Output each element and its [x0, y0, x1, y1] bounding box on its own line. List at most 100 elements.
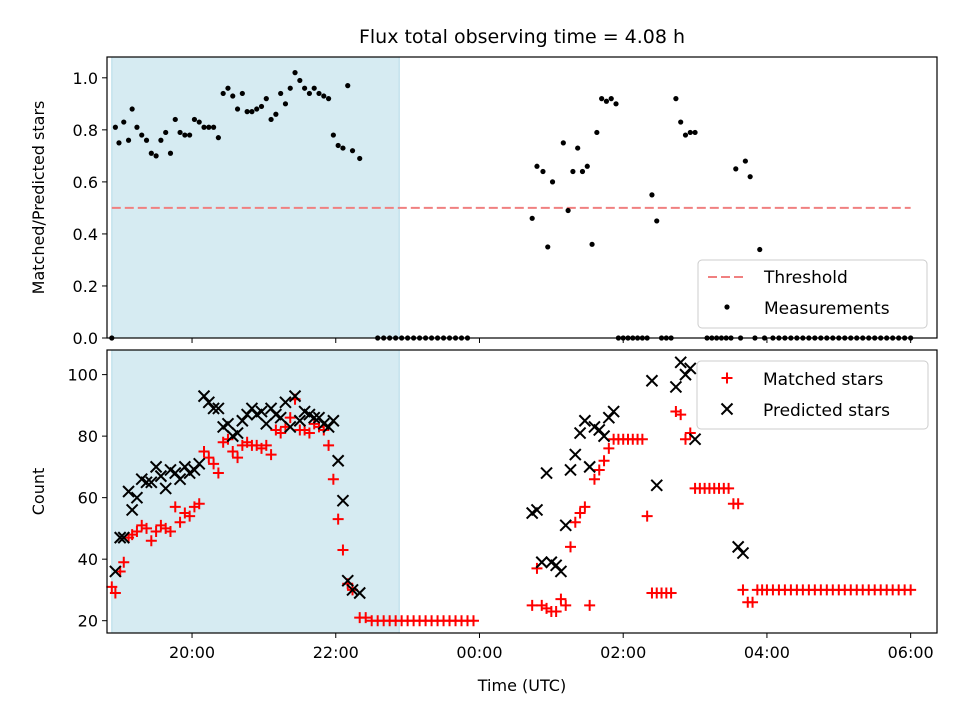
matched-star-point [303, 427, 315, 439]
matched-star-point [526, 599, 538, 611]
measurement-point [345, 83, 351, 89]
y-tick-label: 100 [67, 366, 98, 385]
predicted-star-point [122, 485, 135, 498]
measurement-point [163, 129, 169, 136]
matched-star-point [737, 584, 749, 596]
measurement-point [687, 129, 693, 136]
measurement-point [158, 137, 164, 143]
measurement-point [254, 106, 260, 112]
matched-star-point [332, 513, 344, 525]
measurement-point [599, 96, 605, 102]
x-axis-label: Time (UTC) [477, 676, 566, 695]
measurement-point [287, 85, 293, 91]
matched-star-point [260, 439, 272, 451]
measurement-point [529, 215, 535, 221]
measurement-point [575, 145, 581, 151]
predicted-star-point [573, 426, 587, 440]
legend-measurement-swatch [724, 304, 730, 310]
legend-threshold-label: Threshold [763, 268, 848, 288]
measurement-point [125, 137, 132, 143]
measurement-point [549, 179, 556, 185]
predicted-star-point [583, 460, 596, 474]
predicted-star-point [688, 432, 702, 446]
matched-star-point [164, 525, 176, 537]
measurement-point [121, 119, 127, 125]
measurement-point [172, 116, 178, 123]
measurement-point [273, 111, 279, 117]
measurement-point [325, 96, 332, 102]
predicted-star-point [569, 448, 582, 461]
measurement-point [201, 124, 207, 130]
legend-predicted-label: Predicted stars [763, 401, 890, 421]
y-tick-label: 0.0 [73, 329, 98, 348]
x-tick-label: 22:00 [313, 643, 359, 662]
predicted-star-point [231, 426, 244, 440]
matched-star-point [337, 544, 349, 556]
matched-star-point [723, 482, 735, 494]
predicted-star-point [260, 417, 273, 431]
predicted-star-point [535, 556, 548, 569]
matched-star-point [327, 473, 339, 485]
y-axis-label: Count [29, 468, 48, 516]
predicted-star-point [559, 519, 572, 532]
predicted-star-point [331, 454, 345, 467]
matched-star-point [636, 433, 648, 445]
predicted-star-point [327, 414, 340, 427]
axes-frame [106, 349, 938, 634]
measurement-point [742, 158, 748, 164]
matched-star-point [360, 612, 372, 624]
measurement-point [129, 106, 135, 112]
measurement-point [182, 132, 188, 138]
measurement-point [239, 90, 245, 97]
matched-star-point [141, 522, 153, 534]
matched-star-point [679, 433, 691, 445]
measurement-point [187, 132, 193, 138]
matched-star-point [565, 541, 577, 553]
measurement-point [244, 109, 250, 115]
matched-star-point [598, 455, 610, 467]
predicted-star-point [540, 466, 553, 480]
axes-frame [106, 56, 938, 339]
measurement-point [268, 116, 274, 123]
predicted-star-point [125, 503, 139, 517]
measurement-point [148, 150, 154, 156]
ratio-panel: 0.0 0.2 0.4 0.6 0.8 1.0 Matched/Predicted star… [29, 26, 938, 348]
x-tick-label: 04:00 [744, 643, 790, 662]
predicted-star-point [597, 429, 611, 443]
predicted-star-point [684, 362, 697, 375]
measurement-point [220, 90, 226, 97]
y-tick-label: 1.0 [73, 69, 98, 88]
measurement-point [692, 129, 698, 136]
matched-star-point [550, 605, 562, 617]
measurement-point [357, 155, 363, 162]
y-tick-label: 60 [78, 489, 98, 508]
measurement-point [613, 101, 619, 107]
predicted-star-point [564, 463, 577, 477]
predicted-star-point [530, 503, 544, 517]
matched-star-point [232, 452, 244, 464]
predicted-star-point [669, 380, 683, 394]
predicted-star-point [255, 405, 268, 418]
measurement-point [757, 246, 763, 253]
y-tick-label: 0.4 [73, 225, 98, 244]
matched-star-point [193, 498, 205, 510]
measurement-point [191, 116, 198, 123]
measurement-point [292, 70, 298, 76]
measurement-point [733, 166, 739, 172]
matched-star-point [150, 525, 162, 537]
measurement-point [225, 85, 231, 91]
matched-star-point [467, 615, 479, 627]
matched-star-point [665, 587, 677, 599]
predicted-star-point [736, 546, 750, 560]
measurement-point [278, 90, 284, 97]
measurement-point [747, 174, 753, 180]
predicted-star-point [130, 491, 144, 504]
x-tick-label: 00:00 [456, 643, 502, 662]
measurement-point [545, 244, 551, 250]
measurement-point [654, 218, 660, 224]
predicted-star-point [193, 457, 206, 471]
measurement-point [330, 132, 336, 138]
measurement-point [167, 150, 174, 156]
measurement-point [316, 90, 322, 97]
y-tick-label: 20 [78, 612, 98, 631]
